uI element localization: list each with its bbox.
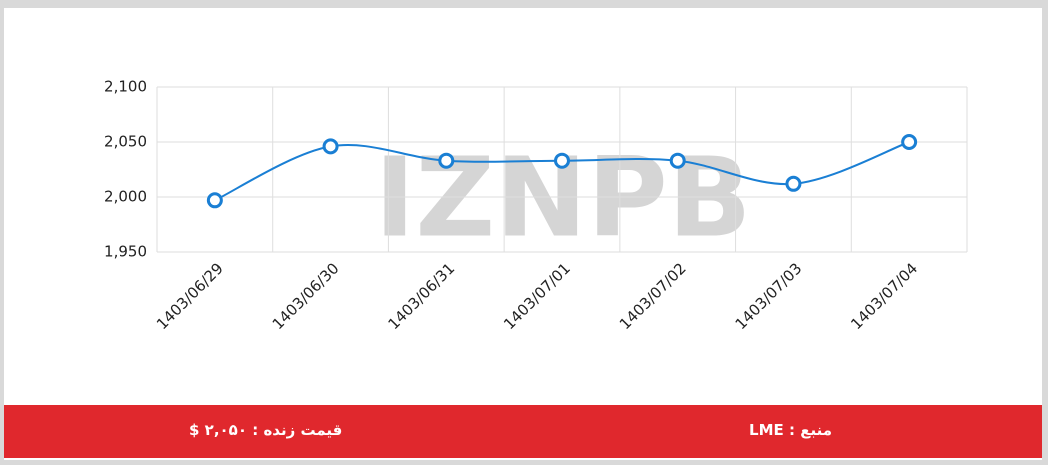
footer-bar: منبع : LME قیمت زنده : ۲,۰۵۰ $ [4, 405, 1042, 458]
y-tick-label: 2,050 [104, 133, 147, 151]
point [901, 134, 918, 150]
x-tick-label: 1403/06/30 [269, 259, 343, 333]
y-tick-label: 2,100 [104, 78, 147, 96]
y-tick-label: 2,000 [104, 188, 147, 206]
point [438, 152, 455, 169]
x-tick-label: 1403/07/01 [500, 259, 574, 333]
x-tick-label: 1403/07/03 [732, 259, 806, 333]
x-tick-label: 1403/07/04 [847, 259, 921, 333]
point [554, 152, 570, 169]
point [206, 192, 223, 209]
source-label: منبع : LME [749, 421, 832, 439]
point [669, 152, 686, 169]
x-tick-label: 1403/07/02 [616, 259, 690, 333]
y-tick-label: 1,950 [104, 243, 147, 261]
x-tick-label: 1403/06/31 [384, 259, 458, 333]
x-tick-label: 1403/06/29 [153, 259, 227, 333]
live-price: قیمت زنده : ۲,۰۵۰ $ [189, 421, 343, 439]
point [322, 138, 339, 155]
card [4, 8, 1042, 460]
point [785, 175, 802, 192]
